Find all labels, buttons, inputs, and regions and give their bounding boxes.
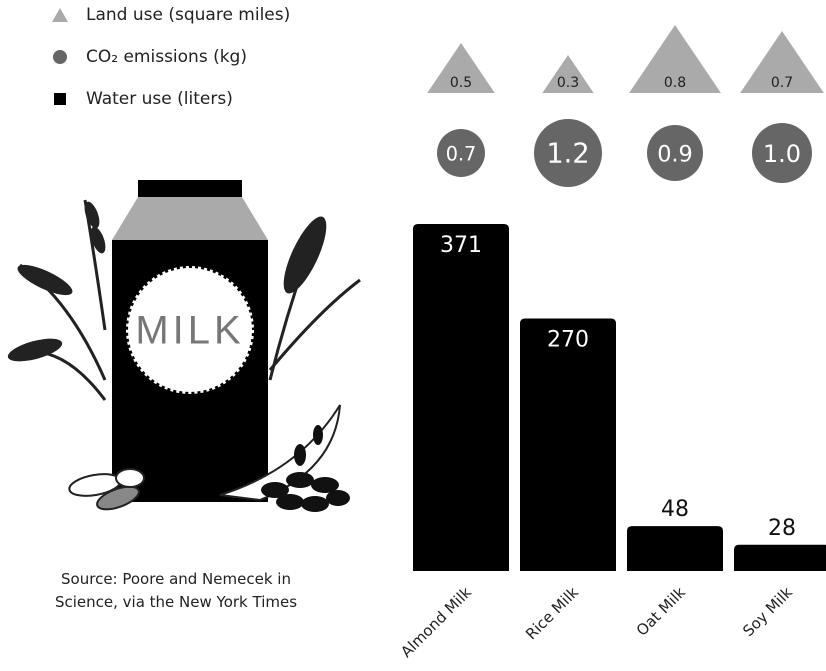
legend-label: Water use (liters)	[86, 89, 233, 109]
x-tick-label: Soy Milk	[739, 583, 796, 640]
co2-circle	[647, 125, 703, 181]
source-note: Source: Poore and Nemecek in Science, vi…	[54, 570, 298, 611]
carton-label-bg	[126, 266, 254, 394]
co2-circle	[437, 129, 485, 177]
illustration: MILK	[7, 180, 361, 512]
land-label: 0.3	[557, 75, 579, 91]
land-triangle	[740, 31, 824, 93]
x-tick-label: Rice Milk	[522, 583, 582, 643]
x-tick-label: Oat Milk	[633, 583, 690, 640]
wheat-right	[268, 216, 361, 381]
carton-top	[112, 197, 268, 240]
legend-swatch	[54, 93, 66, 105]
legend-swatch	[52, 8, 68, 22]
water-label: 371	[440, 233, 482, 258]
water-bar	[520, 318, 616, 571]
co2-circle	[752, 123, 812, 183]
co2-label: 0.7	[446, 143, 477, 166]
carton-label: MILK	[135, 309, 244, 353]
co2-label: 1.0	[763, 140, 801, 168]
co2-label: 1.2	[546, 139, 589, 170]
carton-cap	[138, 180, 242, 197]
land-label: 0.5	[450, 75, 472, 91]
water-bar	[734, 544, 826, 571]
co2-circle	[534, 119, 602, 187]
wheat-left	[7, 199, 107, 401]
legend-label: CO₂ emissions (kg)	[86, 47, 247, 67]
almonds	[68, 468, 145, 511]
water-label: 270	[547, 327, 589, 352]
water-label: 48	[661, 497, 689, 522]
water-label: 28	[768, 516, 796, 541]
legend-label: Land use (square miles)	[86, 5, 290, 25]
water-bar	[627, 526, 723, 571]
land-triangle	[629, 25, 721, 93]
water-bar	[413, 224, 509, 571]
x-tick-label: Almond Milk	[397, 583, 475, 661]
land-triangle	[542, 55, 594, 93]
land-label: 0.7	[771, 75, 793, 91]
legend-swatch	[53, 50, 67, 64]
land-label: 0.8	[664, 75, 686, 91]
co2-label: 0.9	[657, 142, 693, 168]
beans	[219, 404, 350, 512]
land-triangle	[427, 43, 495, 93]
